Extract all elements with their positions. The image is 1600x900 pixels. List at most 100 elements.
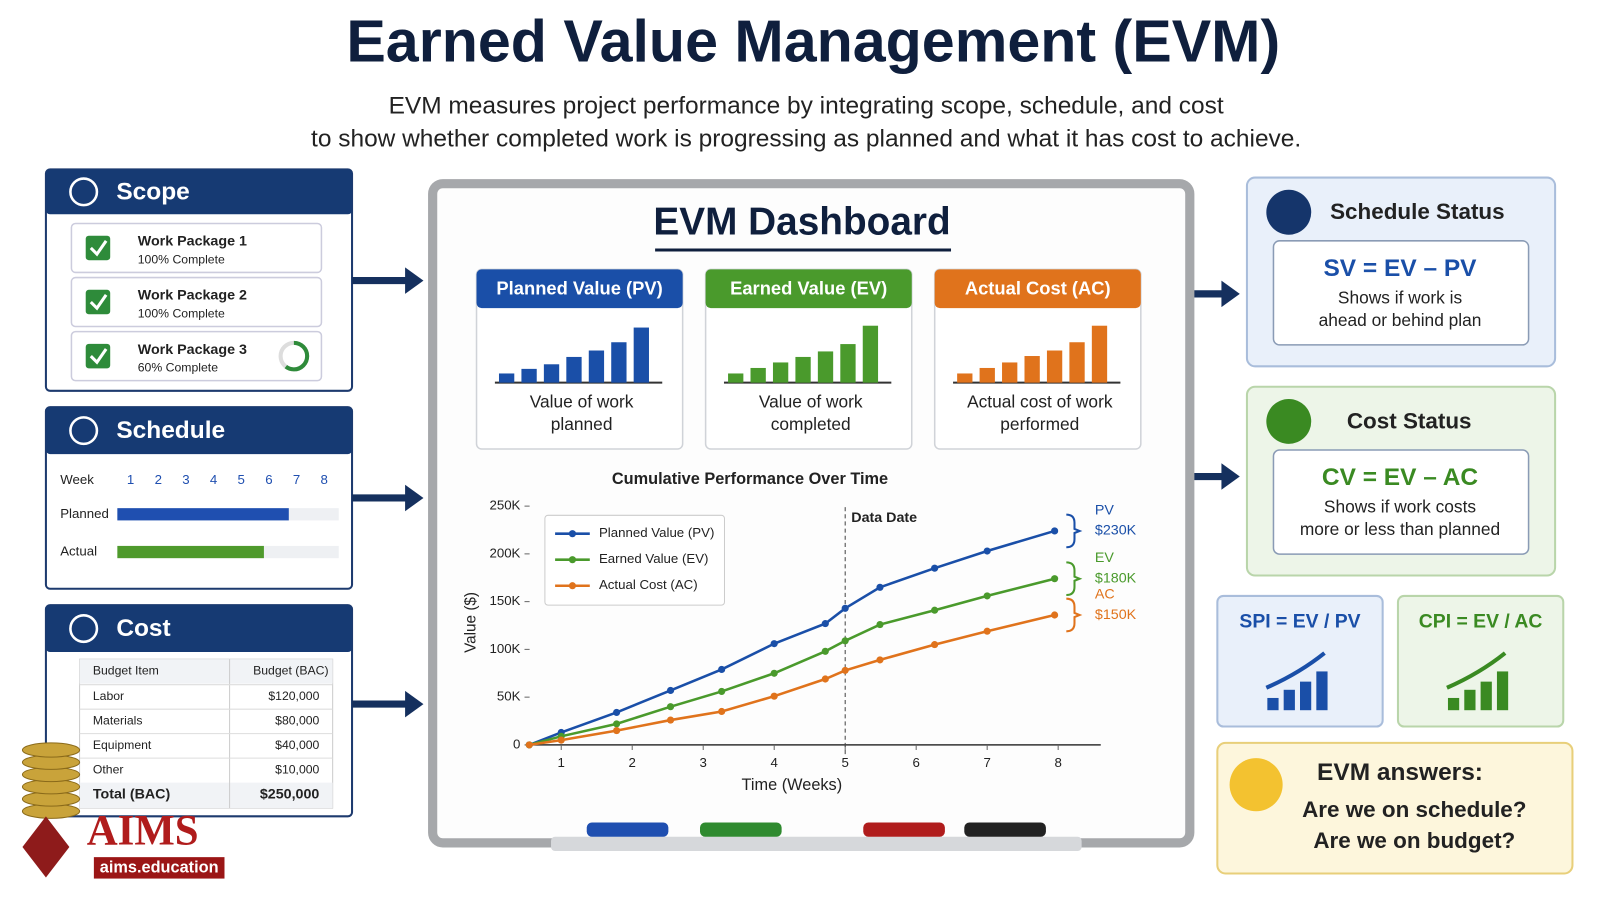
package-status: 60% Complete [138, 361, 218, 375]
check-mark [89, 294, 108, 311]
panel-header [45, 407, 353, 455]
data-point [557, 736, 565, 744]
index-icon-bar [1464, 689, 1476, 711]
cost-item: Other [93, 763, 124, 777]
metric-card-header [705, 269, 912, 309]
data-point [876, 656, 884, 664]
package-box [70, 276, 323, 328]
cost-amount: $120,000 [268, 689, 319, 703]
package-box [70, 222, 323, 274]
data-point [876, 583, 884, 591]
y-tick-label: 0 [513, 736, 520, 751]
index-formula: SPI = EV / PV [1239, 611, 1360, 633]
data-point [718, 687, 726, 695]
panel-icon [69, 416, 99, 446]
index-icon-arrow [1446, 651, 1507, 690]
week-number: 7 [293, 472, 300, 487]
index-icon-bar [1496, 671, 1509, 711]
metric-card-header [934, 269, 1141, 309]
mini-bar [795, 356, 811, 383]
mini-bar [498, 373, 515, 383]
marker [586, 822, 669, 837]
data-point [666, 703, 675, 711]
cost-amount: $40,000 [275, 738, 319, 752]
total-label: Total (BAC) [93, 787, 171, 803]
row-label: Actual [60, 544, 97, 559]
data-point [770, 692, 778, 700]
coin [21, 742, 81, 758]
mini-bar [979, 367, 995, 383]
legend-dot [568, 582, 577, 590]
schedule-bar [117, 545, 264, 559]
index-icon-bar [1300, 681, 1312, 711]
data-point [1051, 575, 1059, 583]
annotation-name: AC [1095, 586, 1115, 602]
index-card [1396, 594, 1565, 728]
mini-bar [1024, 356, 1040, 383]
x-axis-label: Time (Weeks) [742, 776, 843, 794]
index-icon-bar [1447, 697, 1460, 711]
formula: SV = EV – PV [1323, 255, 1477, 282]
mini-bar [521, 368, 537, 383]
metric-description: completed [771, 414, 851, 434]
logo-name: AIMS [87, 808, 199, 855]
y-tick-label: 150K [489, 593, 520, 608]
y-tick-label: 200K [489, 545, 520, 560]
data-point [983, 627, 991, 635]
formula-box [1272, 240, 1530, 346]
annotation-bracket [1066, 561, 1083, 597]
data-point [821, 620, 829, 628]
mini-bar [750, 367, 766, 383]
chart-title: Cumulative Performance Over Time [612, 470, 888, 488]
status-title: Cost Status [1347, 408, 1472, 433]
package-name: Work Package 3 [138, 342, 247, 358]
marker [700, 822, 782, 837]
y-tick-label: 50K [497, 689, 521, 704]
legend-dot [568, 556, 577, 564]
data-point [1051, 527, 1059, 535]
status-title: Schedule Status [1330, 199, 1505, 224]
index-icon-bar [1283, 689, 1295, 711]
metric-description: performed [1000, 414, 1079, 434]
page-title: Earned Value Management (EVM) [346, 8, 1280, 75]
answers-line: Are we on schedule? [1302, 797, 1526, 822]
check-mark [89, 348, 108, 365]
table-total-bg [79, 782, 333, 809]
data-point [876, 620, 884, 629]
index-icon-bar [1267, 697, 1279, 711]
metric-card-title: Planned Value (PV) [496, 278, 662, 299]
x-tick-label: 2 [629, 755, 636, 770]
mini-bar [840, 344, 856, 383]
annotation-bracket [1066, 597, 1083, 633]
check-box [85, 343, 111, 369]
legend-label: Actual Cost (AC) [599, 577, 698, 592]
mini-bar [633, 327, 649, 383]
week-label: Week [60, 472, 94, 487]
status-description: Shows if work is [1338, 288, 1463, 308]
status-icon [1266, 189, 1312, 235]
legend-box [544, 514, 726, 606]
week-number: 6 [265, 472, 272, 487]
data-point [841, 604, 849, 612]
annotation-bracket [1066, 513, 1083, 549]
subtitle: to show whether completed work is progre… [311, 125, 1301, 152]
x-tick-label: 1 [558, 755, 565, 770]
metric-description: planned [551, 414, 613, 434]
arrow-head [1221, 463, 1240, 490]
metric-description: Actual cost of work [967, 392, 1113, 412]
week-number: 4 [210, 472, 217, 487]
panel-icon [69, 177, 99, 207]
package-status: 100% Complete [138, 307, 225, 321]
annotation-value: $150K [1095, 607, 1137, 623]
mini-bar [611, 342, 627, 383]
data-point [666, 716, 675, 724]
dashboard-title: EVM Dashboard [653, 201, 950, 244]
table-header-bg [79, 659, 333, 684]
series-line [528, 529, 1055, 747]
x-tick-label: 4 [771, 755, 778, 770]
mini-bar [566, 356, 582, 383]
mini-bar [1002, 362, 1018, 383]
logo-emblem [22, 816, 70, 878]
mini-bar [588, 350, 605, 383]
